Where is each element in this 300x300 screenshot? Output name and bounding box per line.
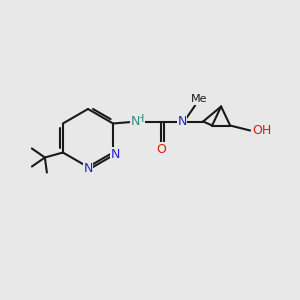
Text: OH: OH bbox=[253, 124, 272, 137]
Text: N: N bbox=[130, 115, 140, 128]
Text: N: N bbox=[83, 163, 93, 176]
Text: N: N bbox=[110, 148, 120, 161]
Text: N: N bbox=[177, 115, 187, 128]
Text: H: H bbox=[136, 113, 144, 124]
Text: O: O bbox=[156, 143, 166, 156]
Text: Me: Me bbox=[191, 94, 207, 104]
